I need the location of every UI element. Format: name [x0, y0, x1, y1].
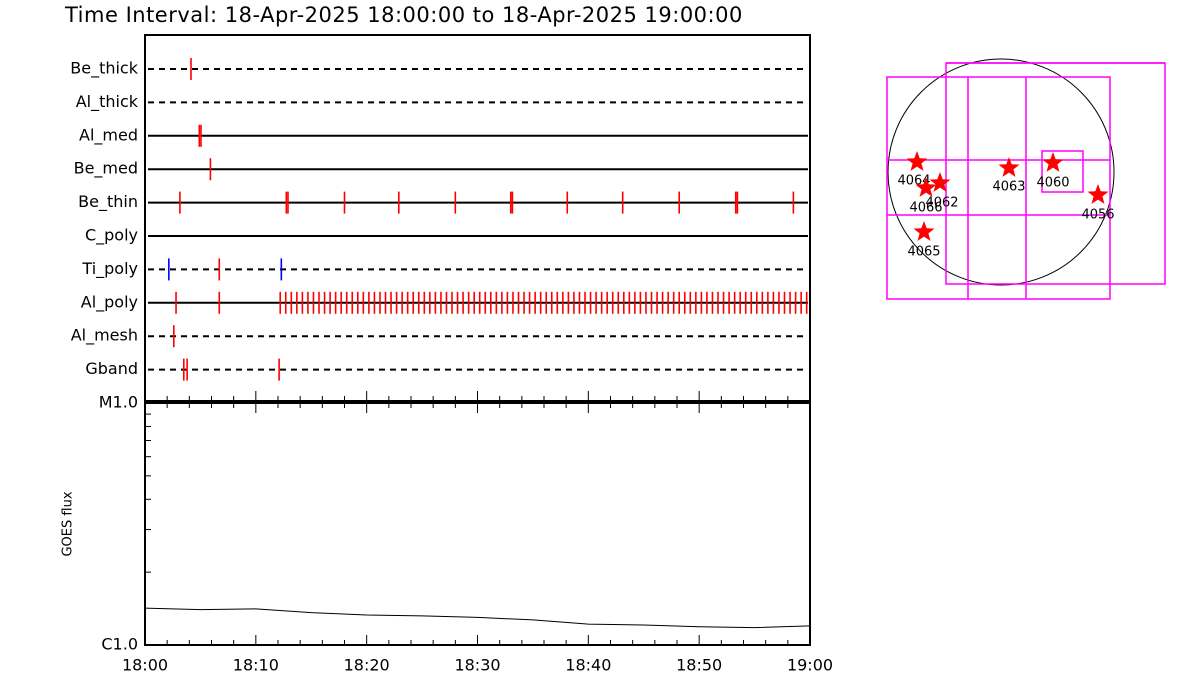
region-star	[1087, 184, 1109, 204]
region-star	[1042, 152, 1064, 172]
filter-label: C_poly	[85, 226, 138, 246]
fov-box	[1041, 150, 1084, 193]
region-label: 4063	[992, 180, 1025, 195]
filter-label: Al_thick	[76, 92, 139, 112]
region-label: 4065	[907, 245, 940, 260]
x-tick-label: 18:40	[565, 656, 611, 675]
x-tick-label: 19:00	[787, 656, 833, 675]
fov-box	[886, 76, 1111, 300]
filter-label: Ti_poly	[81, 259, 138, 279]
region-label: 4056	[1081, 208, 1114, 223]
region-star	[906, 151, 928, 171]
region-star	[998, 157, 1020, 177]
filter-label: Al_poly	[81, 292, 138, 312]
y-tick-label: C1.0	[101, 635, 138, 654]
region-star	[915, 177, 937, 197]
region-star	[913, 221, 935, 241]
y-axis-label: GOES flux	[61, 491, 76, 556]
filter-label: Be_med	[74, 159, 138, 179]
region-label: 4066	[909, 201, 942, 216]
goes-curve	[144, 607, 811, 629]
x-tick-label: 18:20	[344, 656, 390, 675]
filter-label: Gband	[85, 359, 138, 378]
x-tick-label: 18:50	[676, 656, 722, 675]
x-tick-label: 18:30	[454, 656, 500, 675]
region-label: 4062	[925, 196, 958, 211]
filter-label: Be_thick	[70, 59, 138, 79]
chart-title: Time Interval: 18-Apr-2025 18:00:00 to 1…	[64, 3, 743, 27]
filter-label: Al_med	[79, 125, 138, 145]
fov-boxes	[886, 62, 1166, 300]
fov-box	[945, 62, 1166, 285]
solar-disk	[887, 58, 1115, 286]
timeline-frame	[144, 34, 811, 402]
y-tick-label: M1.0	[99, 393, 138, 412]
region-star	[929, 172, 951, 192]
filter-label: Al_mesh	[71, 326, 138, 346]
filter-label: Be_thin	[78, 192, 138, 212]
region-label: 4060	[1036, 176, 1069, 191]
x-tick-label: 18:10	[233, 656, 279, 675]
x-tick-label: 18:00	[122, 656, 168, 675]
